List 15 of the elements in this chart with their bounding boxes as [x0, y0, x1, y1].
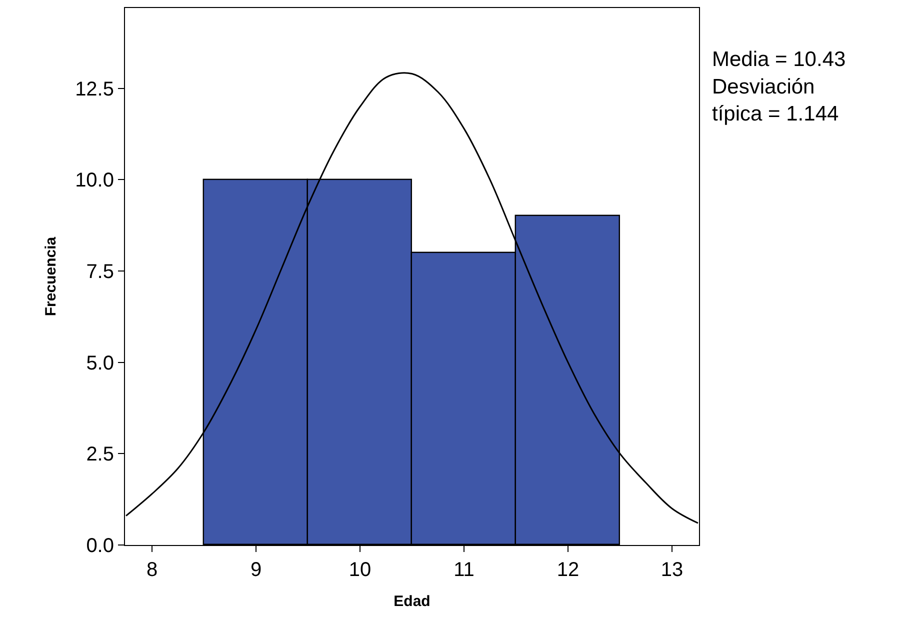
- x-tick-label: 12: [556, 559, 580, 581]
- y-axis-title: Frecuencia: [42, 236, 60, 316]
- x-axis-title: Edad: [394, 593, 430, 610]
- x-tick-label: 9: [250, 559, 262, 581]
- y-tick-label: 0.0: [86, 535, 114, 557]
- x-tick-label: 10: [348, 559, 372, 581]
- y-tick-label: 5.0: [86, 352, 114, 374]
- x-tick-label: 11: [454, 559, 474, 581]
- x-tick-label: 13: [660, 559, 684, 581]
- y-tick-label: 12.5: [75, 78, 114, 100]
- y-tick-label: 7.5: [86, 261, 114, 284]
- y-tick-label: 10.0: [75, 170, 114, 192]
- x-tick-label: 8: [146, 559, 158, 581]
- y-tick-label: 2.5: [86, 444, 114, 466]
- text: Media = 10.43 Desviación típica = 1.144: [712, 48, 846, 126]
